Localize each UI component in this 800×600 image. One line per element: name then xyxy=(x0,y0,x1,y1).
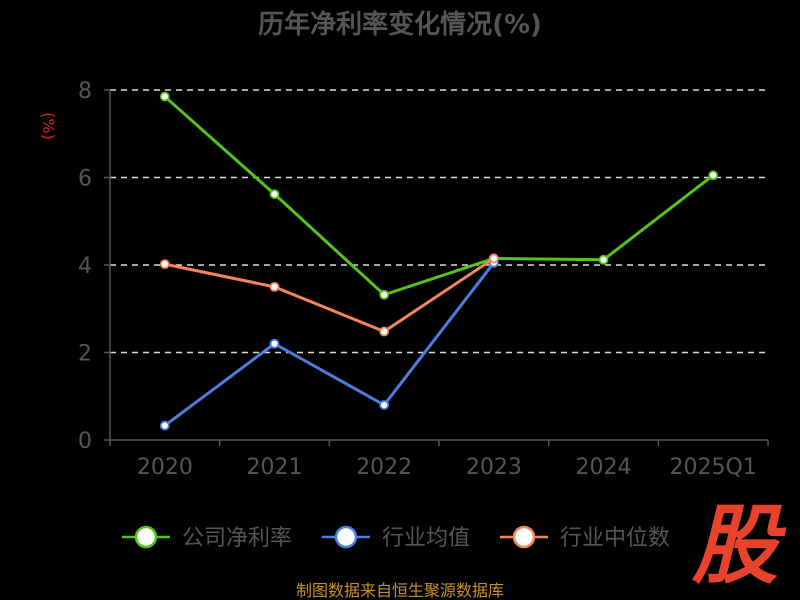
data-point xyxy=(598,254,609,265)
y-tick-label: 4 xyxy=(78,254,92,279)
series-0 xyxy=(159,91,719,300)
y-tick-label: 6 xyxy=(78,167,92,192)
legend-swatch-marker xyxy=(334,525,358,549)
legend-label: 行业均值 xyxy=(382,526,470,551)
y-tick-label: 8 xyxy=(78,79,92,104)
data-point xyxy=(379,289,390,300)
chart-title: 历年净利率变化情况(%) xyxy=(258,9,542,40)
data-point xyxy=(269,189,280,200)
legend-label: 行业中位数 xyxy=(560,526,670,551)
data-point xyxy=(488,253,499,264)
source-note: 制图数据来自恒生聚源数据库 xyxy=(296,581,504,600)
legend-swatch-marker xyxy=(134,525,158,549)
legend: 公司净利率 行业均值 行业中位数 xyxy=(122,525,670,551)
legend-label: 公司净利率 xyxy=(182,526,292,551)
series-1 xyxy=(159,257,499,431)
x-tick-label: 2025Q1 xyxy=(670,455,757,480)
x-tick-label: 2022 xyxy=(356,455,412,480)
series-line xyxy=(163,261,496,428)
y-tick-label: 0 xyxy=(78,429,92,454)
data-point xyxy=(269,281,280,292)
x-tick-label: 2020 xyxy=(137,455,193,480)
data-point xyxy=(159,420,170,431)
legend-item: 行业均值 xyxy=(322,525,470,551)
y-axis-label: (%) xyxy=(39,112,58,140)
watermark-logo: 股 xyxy=(691,496,787,596)
legend-item: 行业中位数 xyxy=(500,525,670,551)
axes: 0 2 4 6 8 2020 2021 2022 2023 2024 2025Q1 xyxy=(78,79,769,480)
data-point xyxy=(159,91,170,102)
data-point xyxy=(269,338,280,349)
x-tick-label: 2024 xyxy=(576,455,632,480)
x-tick-label: 2021 xyxy=(247,455,303,480)
data-point xyxy=(379,400,390,410)
series-lines xyxy=(159,91,719,431)
data-point xyxy=(159,259,170,270)
data-point xyxy=(379,326,390,337)
data-point xyxy=(708,170,719,181)
x-tick-label: 2023 xyxy=(466,455,522,480)
series-2 xyxy=(159,253,499,337)
series-line xyxy=(163,95,715,297)
grid-lines xyxy=(110,89,768,354)
legend-item: 公司净利率 xyxy=(122,525,292,551)
y-tick-label: 2 xyxy=(78,342,92,367)
legend-swatch-marker xyxy=(512,525,536,549)
series-line xyxy=(163,256,496,333)
